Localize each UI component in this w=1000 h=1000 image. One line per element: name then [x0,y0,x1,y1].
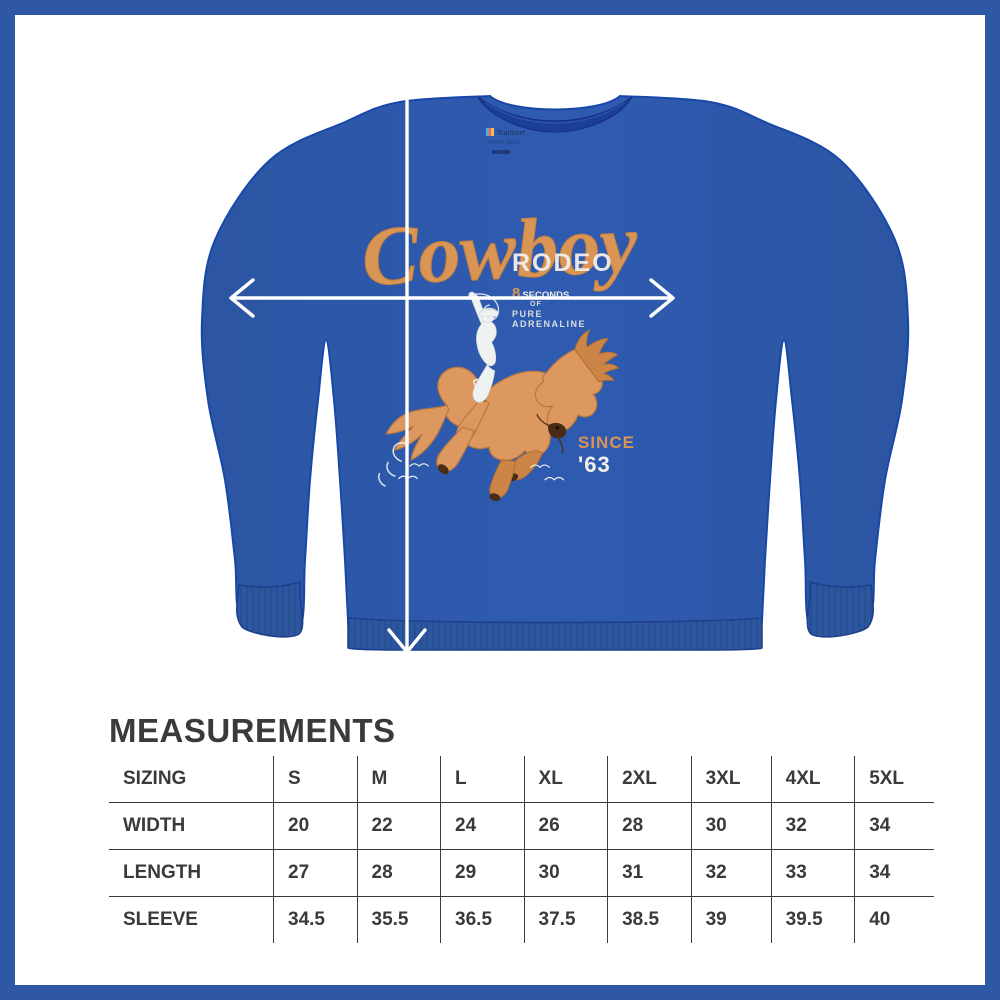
svg-text:'63: '63 [578,452,611,477]
svg-text:SINCE: SINCE [578,433,635,452]
svg-text:Trailsort: Trailsort [497,130,525,137]
svg-text:OF: OF [530,301,542,308]
svg-text:PURE: PURE [512,309,543,319]
svg-text:SPORT WEAR: SPORT WEAR [487,140,521,146]
svg-text:RODEO: RODEO [512,249,614,277]
svg-text:ADRENALINE: ADRENALINE [512,319,586,329]
